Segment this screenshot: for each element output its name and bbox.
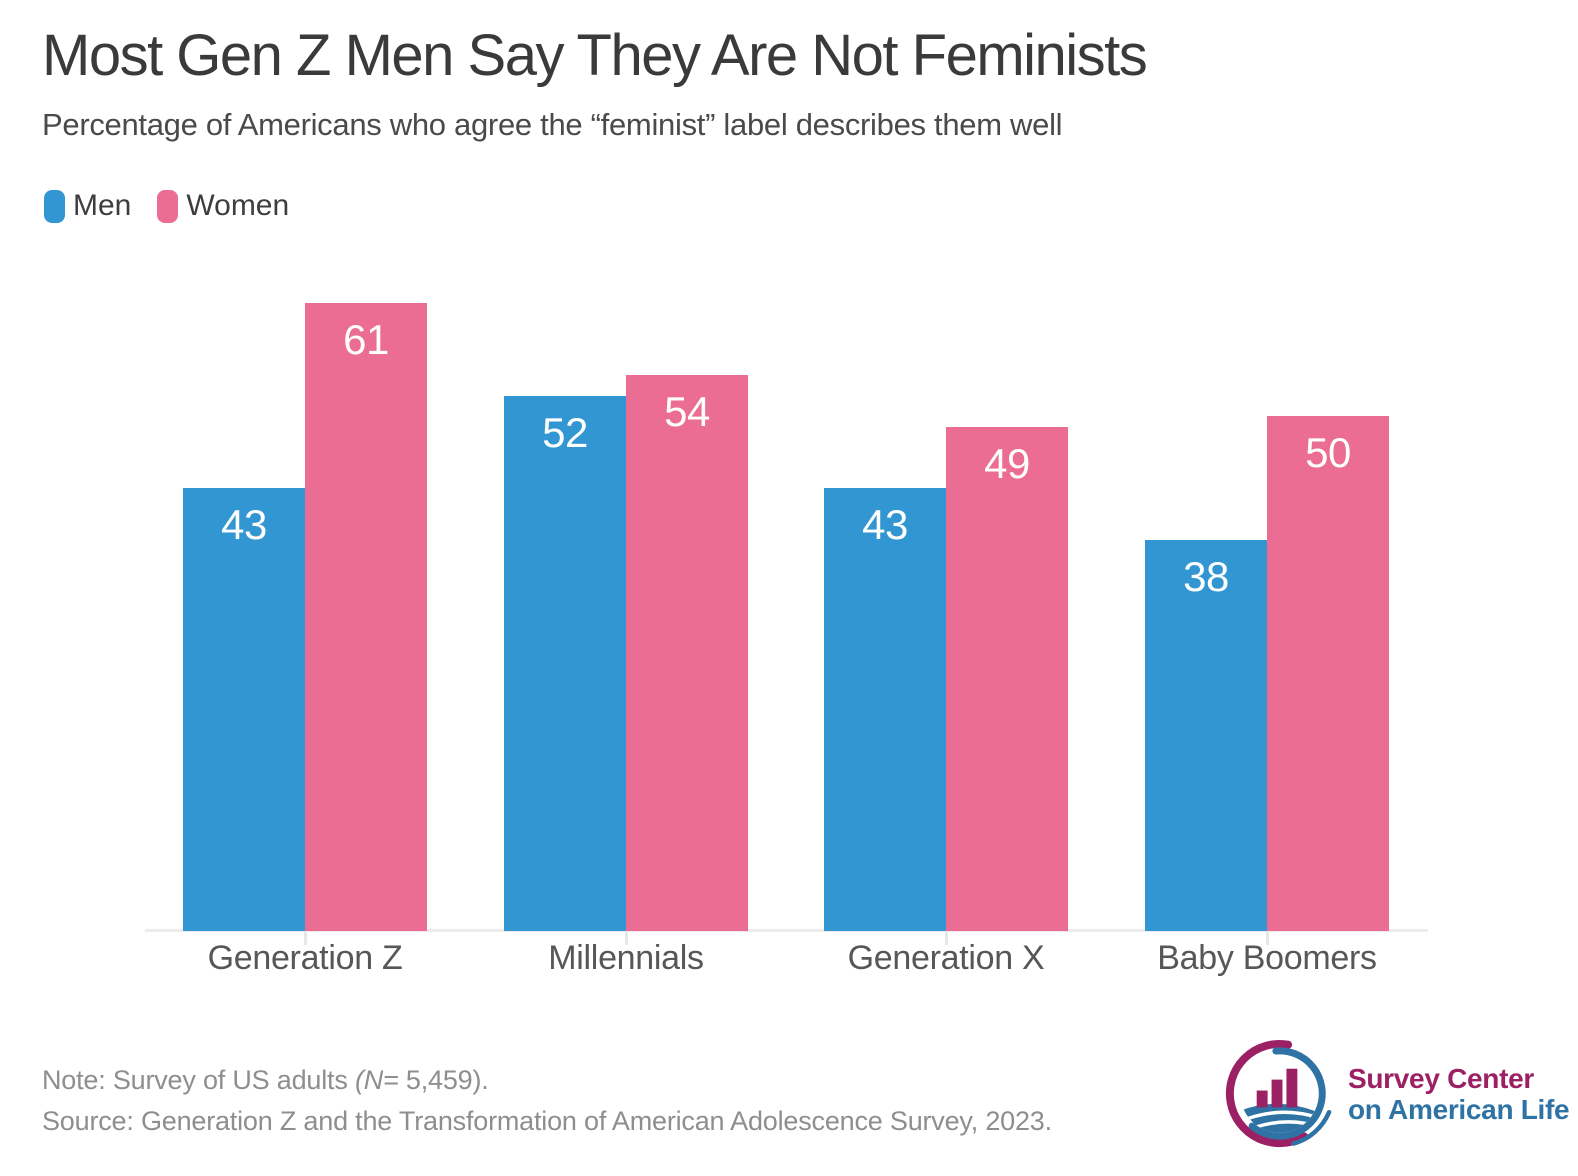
logo-bars-icon — [1256, 1068, 1298, 1108]
value-label: 54 — [664, 388, 710, 435]
bar-women-generation-x: 49 — [946, 427, 1068, 931]
value-label: 50 — [1305, 429, 1351, 476]
x-axis-tick — [304, 932, 307, 945]
bar-women-generation-z: 61 — [305, 303, 427, 931]
page-title: Most Gen Z Men Say They Are Not Feminist… — [42, 23, 1148, 88]
category-label-generation-z: Generation Z — [207, 939, 403, 977]
bar-men-baby-boomers: 38 — [1145, 540, 1267, 931]
value-label: 49 — [984, 440, 1030, 487]
bar-women-baby-boomers: 50 — [1267, 416, 1389, 931]
value-label: 43 — [862, 501, 908, 548]
x-axis-tick — [625, 932, 628, 945]
logo-mark-icon — [1225, 1040, 1332, 1147]
bar-men-generation-z: 43 — [183, 488, 305, 931]
category-label-baby-boomers: Baby Boomers — [1157, 939, 1377, 977]
legend: Men Women — [44, 189, 289, 223]
bar-men-generation-x: 43 — [824, 488, 946, 931]
x-axis-tick — [945, 932, 948, 945]
note-n-italic: (N= — [354, 1065, 399, 1095]
men-legend-label: Men — [73, 189, 132, 222]
chart-source: Source: Generation Z and the Transformat… — [42, 1106, 1052, 1136]
logo-line1: Survey Center — [1348, 1062, 1534, 1094]
legend-item-men: Men — [44, 189, 131, 223]
value-label: 38 — [1183, 553, 1229, 600]
note-text: Note: Survey of US adults — [42, 1065, 355, 1095]
women-legend-label: Women — [186, 189, 290, 222]
value-label: 52 — [542, 409, 588, 456]
category-label-generation-x: Generation X — [847, 939, 1045, 977]
logo-line2: on American Life — [1348, 1093, 1570, 1125]
survey-center-logo: Survey Center on American Life — [1220, 1034, 1570, 1153]
value-label: 61 — [343, 316, 389, 363]
chart-note: Note: Survey of US adults (N= 5,459). — [42, 1060, 1052, 1101]
bar-women-millennials: 54 — [626, 375, 748, 931]
legend-item-women: Women — [157, 189, 289, 223]
logo-text: Survey Center on American Life — [1348, 1062, 1570, 1125]
women-legend-swatch — [157, 189, 179, 223]
note-text-end: 5,459). — [398, 1065, 489, 1095]
value-label: 43 — [221, 501, 267, 548]
footer-notes: Note: Survey of US adults (N= 5,459). So… — [42, 1060, 1052, 1142]
x-axis-line — [145, 929, 1428, 932]
bar-men-millennials: 52 — [504, 396, 626, 931]
category-label-millennials: Millennials — [548, 939, 704, 977]
page-subtitle: Percentage of Americans who agree the “f… — [42, 107, 1063, 142]
x-axis-tick — [1266, 932, 1269, 945]
men-legend-swatch — [44, 189, 65, 223]
